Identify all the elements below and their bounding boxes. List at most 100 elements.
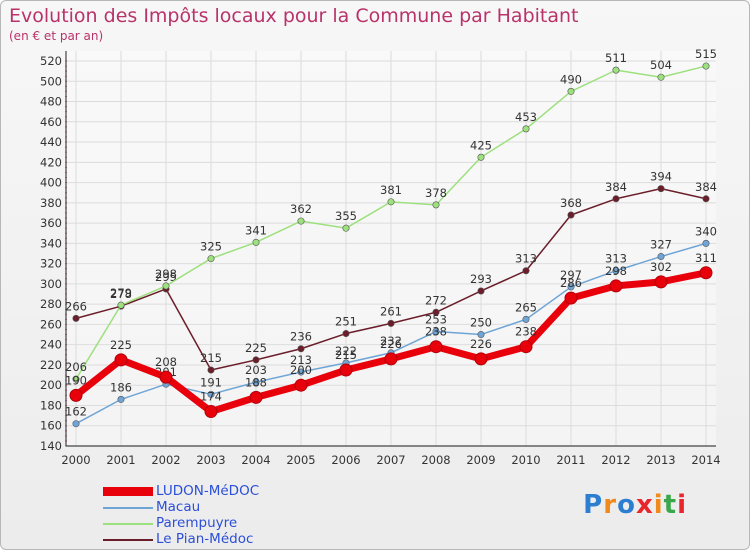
logo-letter: P	[583, 490, 604, 520]
y-tick-label: 460	[40, 115, 62, 129]
legend-item-le-pian-medoc[interactable]: Le Pian-Médoc	[103, 531, 343, 548]
data-label: 215	[200, 351, 222, 365]
data-label: 203	[245, 363, 267, 377]
data-label: 355	[335, 209, 357, 223]
logo-letter: r	[603, 490, 618, 520]
data-point	[342, 224, 350, 232]
data-point	[387, 198, 395, 206]
data-point	[432, 308, 440, 316]
legend-item-parempuyre[interactable]: Parempuyre	[103, 515, 343, 532]
x-tick-label: 2007	[376, 453, 405, 467]
logo-letter: x	[635, 490, 654, 520]
legend-swatch	[103, 507, 153, 509]
data-label: 298	[155, 267, 177, 281]
data-point	[612, 267, 620, 275]
x-tick-label: 2012	[601, 453, 630, 467]
data-label: 226	[470, 337, 492, 351]
data-label: 265	[515, 300, 537, 314]
data-point	[297, 217, 305, 225]
data-label: 236	[290, 330, 312, 344]
data-point	[654, 275, 668, 289]
legend-item-macau[interactable]: Macau	[103, 499, 343, 516]
data-point	[474, 352, 488, 366]
data-label: 191	[200, 375, 222, 389]
data-label: 186	[110, 380, 132, 394]
data-point	[477, 331, 485, 339]
chart-subtitle: (en € et par an)	[9, 29, 104, 43]
logo-letter: i	[677, 490, 687, 520]
data-label: 381	[380, 183, 402, 197]
x-tick-label: 2005	[286, 453, 315, 467]
x-tick-label: 2006	[331, 453, 360, 467]
y-tick-label: 360	[40, 216, 62, 230]
data-label: 253	[425, 313, 447, 327]
data-point	[252, 378, 260, 386]
y-tick-label: 200	[40, 378, 62, 392]
data-label: 511	[605, 51, 627, 65]
logo-letter: o	[617, 490, 636, 520]
data-point	[387, 319, 395, 327]
data-label: 261	[380, 304, 402, 318]
data-point	[69, 388, 83, 402]
data-point	[117, 301, 125, 309]
data-point	[657, 253, 665, 261]
data-label: 278	[110, 287, 132, 301]
data-label: 222	[335, 344, 357, 358]
proxiti-logo: Proxiti	[583, 490, 687, 520]
y-tick-label: 520	[40, 54, 62, 68]
data-point	[117, 395, 125, 403]
x-tick-label: 2000	[61, 453, 90, 467]
data-point	[477, 287, 485, 295]
x-tick-label: 2001	[106, 453, 135, 467]
data-label: 188	[245, 375, 267, 389]
data-label: 340	[695, 224, 717, 238]
data-label: 206	[65, 360, 87, 374]
x-tick-label: 2004	[241, 453, 270, 467]
data-point	[114, 353, 128, 367]
y-tick-label: 340	[40, 236, 62, 250]
data-label: 190	[65, 373, 87, 387]
data-label: 295	[155, 270, 177, 284]
data-label: 232	[380, 334, 402, 348]
data-label: 208	[155, 355, 177, 369]
data-point	[429, 340, 443, 354]
x-tick-label: 2010	[511, 453, 540, 467]
data-point	[567, 283, 575, 291]
legend-swatch	[103, 523, 153, 525]
legend-swatch	[103, 539, 153, 541]
x-tick-label: 2003	[196, 453, 225, 467]
legend-item-ludon[interactable]: LUDON-MéDOC	[103, 483, 343, 500]
data-label: 425	[470, 138, 492, 152]
logo-letter: i	[653, 490, 664, 520]
data-point	[432, 201, 440, 209]
x-tick-label: 2002	[151, 453, 180, 467]
data-point	[477, 153, 485, 161]
data-label: 297	[560, 268, 582, 282]
data-label: 325	[200, 240, 222, 254]
data-label: 266	[65, 299, 87, 313]
data-point	[432, 328, 440, 336]
data-point	[207, 390, 215, 398]
legend-label: Macau	[156, 499, 201, 515]
logo-letter: t	[663, 490, 678, 520]
data-label: 293	[470, 272, 492, 286]
data-label: 200	[290, 363, 312, 377]
data-label: 215	[335, 348, 357, 362]
data-point	[72, 375, 80, 383]
x-tick-label: 2008	[421, 453, 450, 467]
data-label: 238	[425, 325, 447, 339]
legend: LUDON-MéDOC Macau Parempuyre Le Pian-Méd…	[103, 483, 343, 548]
data-point	[159, 370, 173, 384]
y-tick-label: 140	[40, 439, 62, 453]
data-point	[72, 420, 80, 428]
data-point	[207, 255, 215, 263]
data-point	[297, 345, 305, 353]
x-tick-label: 2011	[556, 453, 585, 467]
data-label: 225	[245, 341, 267, 355]
data-label: 384	[695, 180, 717, 194]
y-tick-label: 400	[40, 176, 62, 190]
data-label: 368	[560, 196, 582, 210]
data-label: 394	[650, 170, 672, 184]
